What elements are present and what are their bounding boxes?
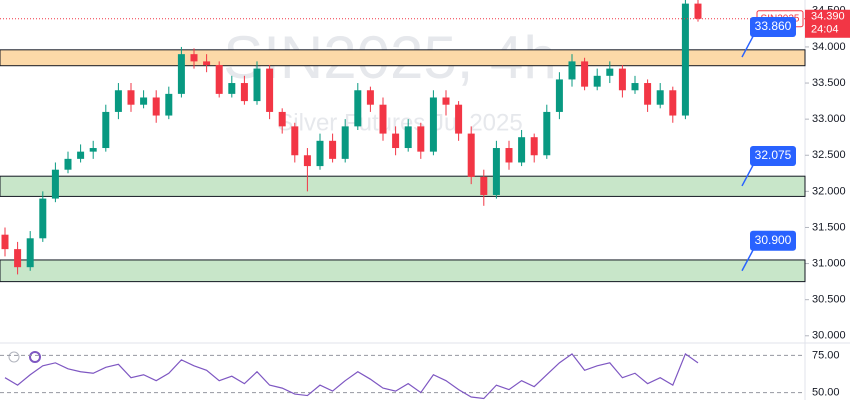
- candle-body: [165, 93, 173, 116]
- watermark-subtitle: Silver Futures Jul 2025: [277, 109, 522, 136]
- zone-label: 33.860: [755, 19, 792, 33]
- candle-body: [631, 83, 639, 91]
- candle-body: [618, 68, 626, 91]
- candle-body: [392, 133, 400, 149]
- y-tick-label: 30.500: [812, 294, 846, 306]
- candle-body: [505, 148, 513, 163]
- y-tick-label: 31.000: [812, 257, 846, 269]
- candle-body: [681, 3, 689, 116]
- candle-body: [203, 61, 211, 65]
- candle-body: [455, 104, 463, 134]
- candle-body: [278, 111, 286, 127]
- candle-body: [177, 54, 185, 94]
- candle-body: [89, 148, 97, 152]
- candle-body: [303, 155, 311, 167]
- candle-body: [417, 126, 425, 152]
- candle-body: [102, 111, 110, 149]
- candle-body: [429, 97, 437, 152]
- zone: [0, 259, 806, 283]
- y-tick-label: 33.500: [812, 77, 846, 89]
- candle-body: [543, 111, 551, 156]
- candle-body: [656, 90, 664, 105]
- candle-body: [442, 97, 450, 105]
- candle-body: [240, 83, 248, 102]
- candle-body: [694, 3, 702, 19]
- candle-body: [379, 104, 387, 134]
- candle-body: [669, 90, 677, 116]
- candle-body: [215, 64, 223, 94]
- zone-label-box: [750, 17, 796, 38]
- candle-body: [114, 90, 122, 112]
- candle-body: [366, 90, 374, 105]
- candle-body: [530, 137, 538, 156]
- candle-body: [190, 54, 198, 62]
- price-tag: [805, 9, 850, 38]
- candle-body: [518, 137, 526, 163]
- candle-body: [64, 158, 72, 170]
- price-tag-text: 34.390: [811, 11, 845, 23]
- candle-body: [152, 97, 160, 116]
- candle-body: [467, 133, 475, 177]
- y-tick-label: 31.500: [812, 221, 846, 233]
- y-tick-label: 32.500: [812, 149, 846, 161]
- zone: [0, 175, 806, 197]
- candle-body: [480, 176, 488, 195]
- candle-body: [555, 79, 563, 112]
- pane-control[interactable]: [8, 351, 20, 363]
- candle-body: [26, 238, 34, 268]
- candle-body: [354, 90, 362, 127]
- rsi-tick-label: 75.00: [812, 349, 840, 361]
- rsi-line: [4, 352, 699, 400]
- candle-body: [14, 249, 22, 268]
- zone-label: 32.075: [755, 148, 792, 162]
- candle-body: [51, 169, 59, 199]
- candle-body: [404, 126, 412, 149]
- candle-body: [77, 151, 85, 159]
- zone-label-box: [750, 230, 796, 251]
- candle-body: [127, 90, 135, 105]
- candle-body: [644, 83, 652, 105]
- candle-body: [492, 148, 500, 195]
- candle-body: [228, 83, 236, 94]
- candle-body: [329, 140, 337, 159]
- candle-body: [1, 234, 9, 250]
- candle-body: [291, 126, 299, 156]
- candle-body: [39, 198, 47, 239]
- y-tick-label: 32.000: [812, 185, 846, 197]
- y-tick-label: 34.000: [812, 41, 846, 53]
- zone: [0, 49, 806, 67]
- zone-label: 30.900: [755, 233, 792, 247]
- countdown-text: 24:04: [811, 24, 839, 36]
- rsi-tick-label: 50.00: [812, 386, 840, 398]
- candle-body: [593, 75, 601, 87]
- candle-body: [606, 68, 614, 76]
- y-tick-label: 33.000: [812, 113, 846, 125]
- candle-body: [253, 68, 261, 102]
- y-tick-label: 30.000: [812, 330, 846, 342]
- zone-label-box: [750, 145, 796, 166]
- candle-body: [581, 61, 589, 87]
- candle-body: [140, 97, 148, 105]
- candle-body: [568, 61, 576, 80]
- candle-body: [316, 140, 324, 167]
- candle-body: [341, 126, 349, 159]
- indicator-icon[interactable]: [29, 351, 41, 363]
- candle-body: [266, 68, 274, 112]
